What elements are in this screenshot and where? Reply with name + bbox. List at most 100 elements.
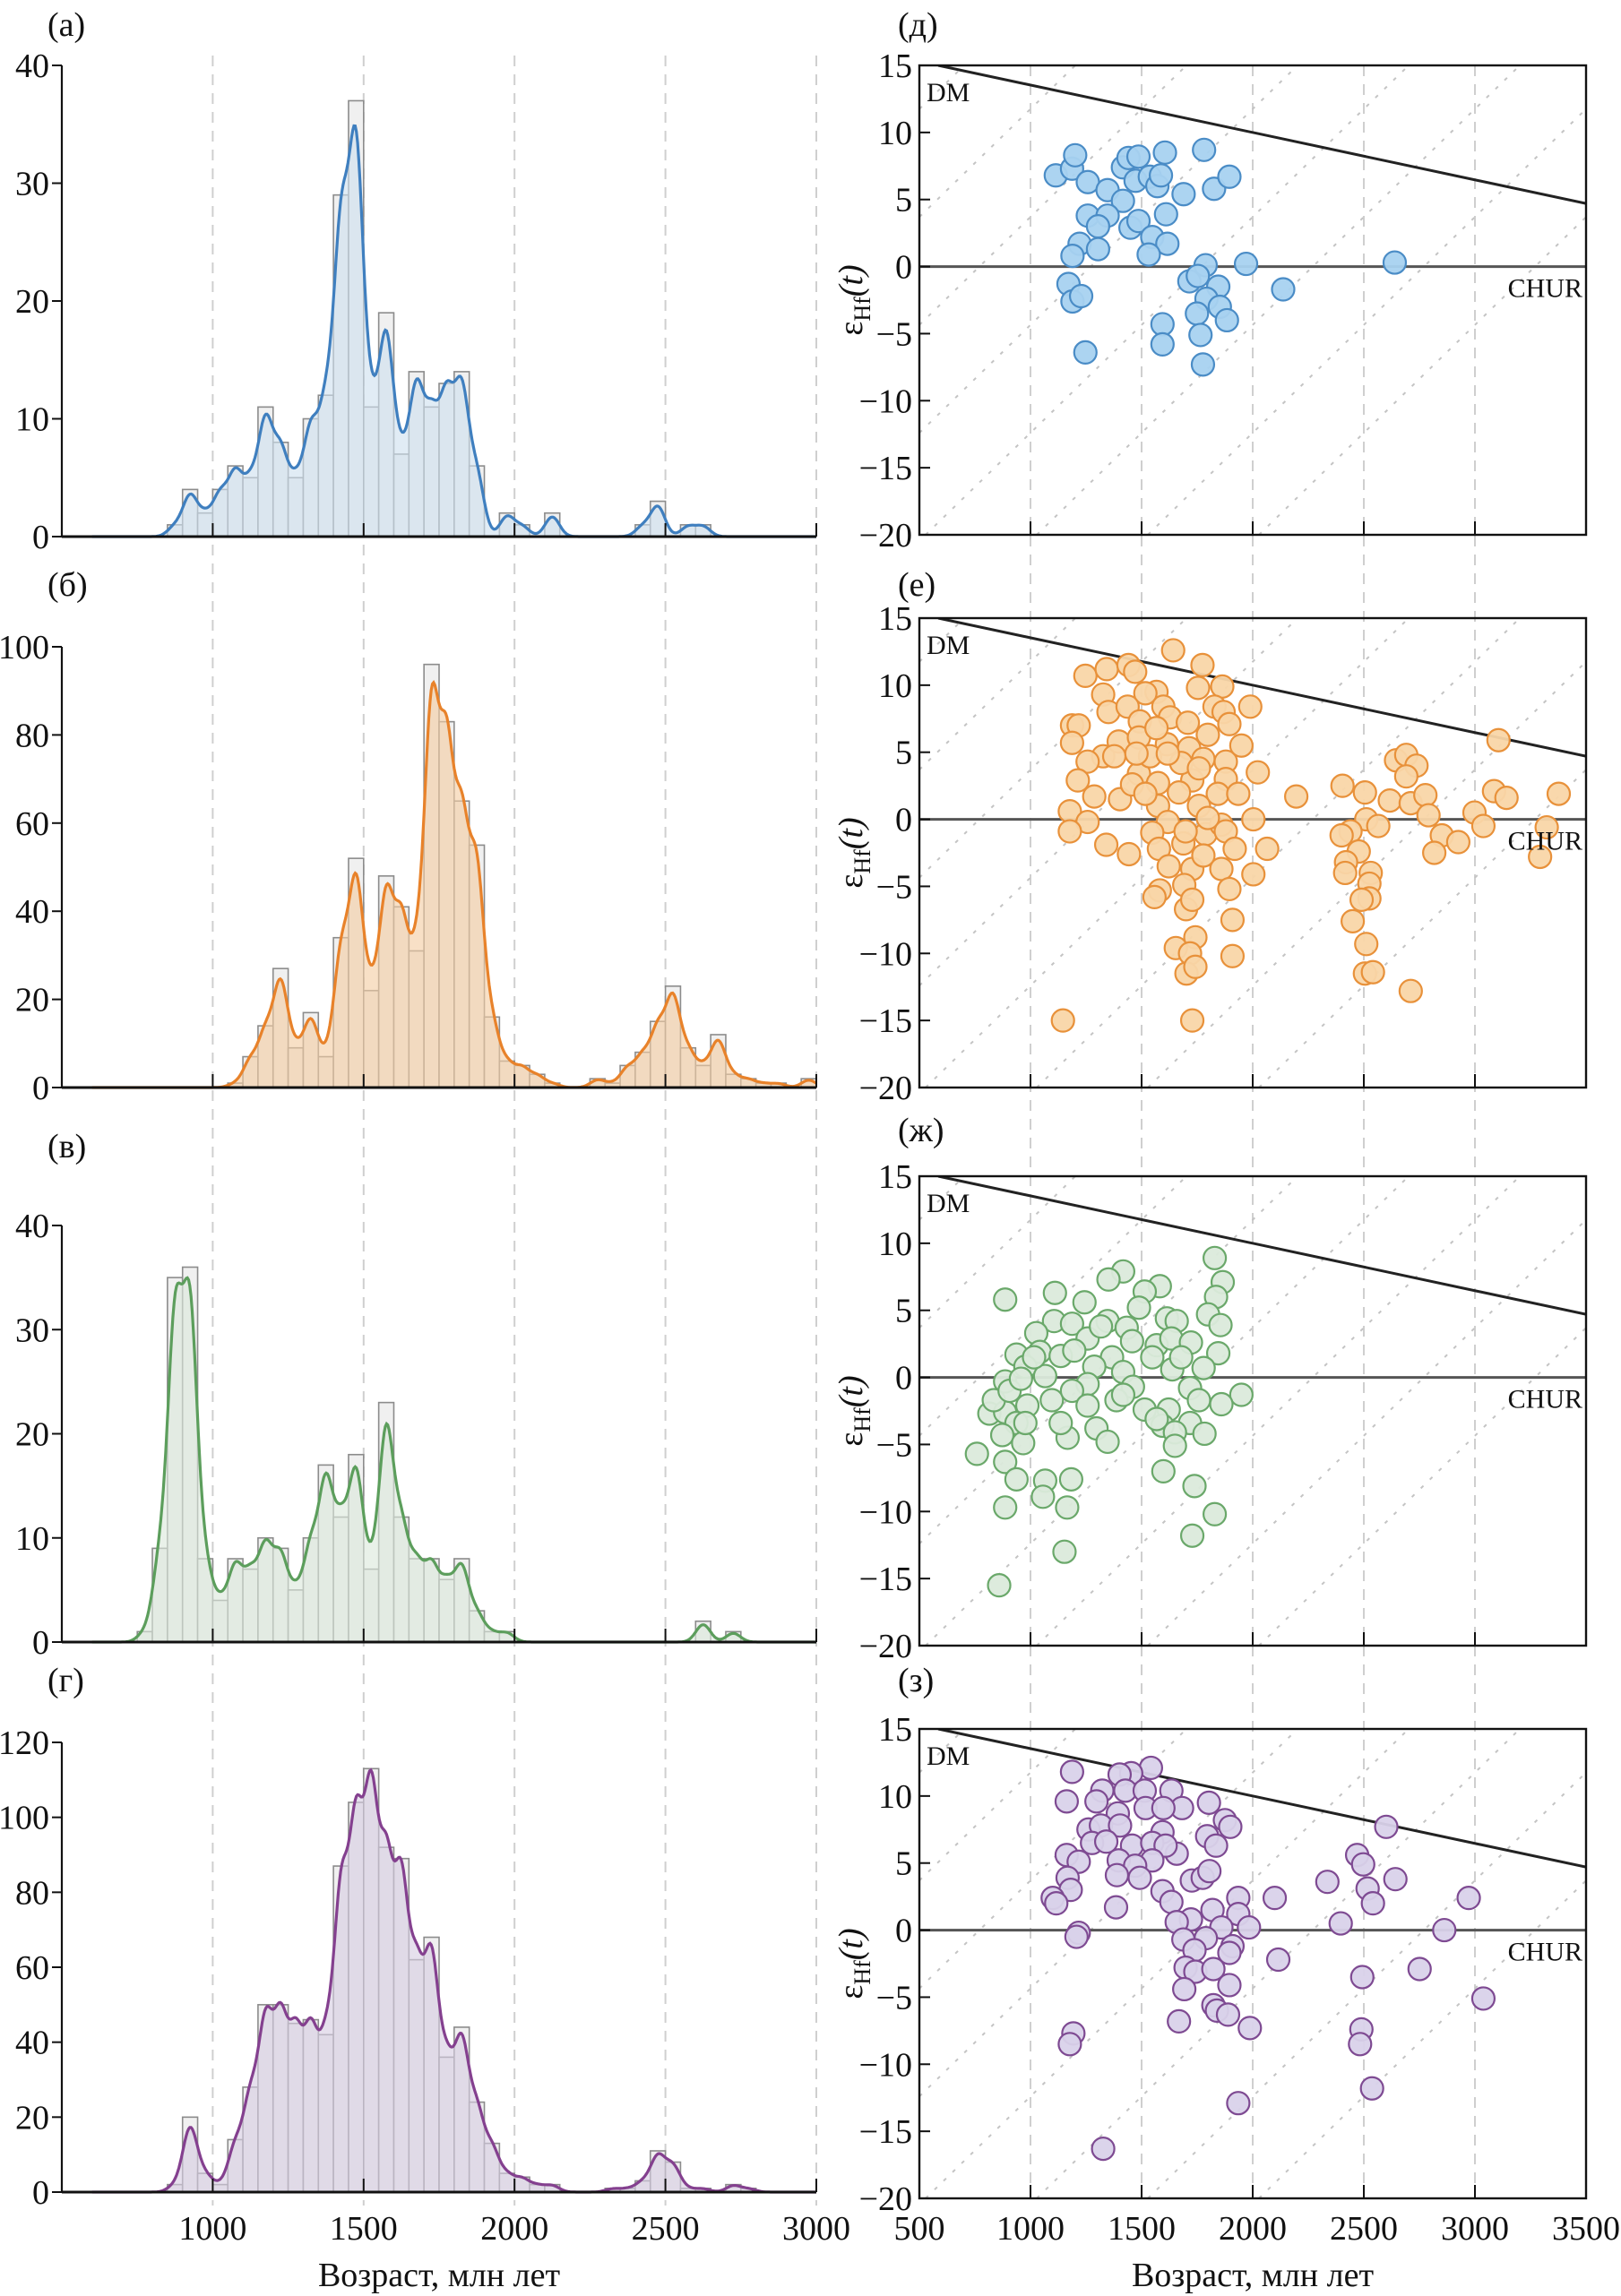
data-point: [1205, 1341, 1231, 1366]
y-tick-label: −20: [859, 1070, 912, 1107]
data-point: [1348, 2032, 1373, 2057]
data-point: [1190, 352, 1216, 377]
data-point: [1271, 277, 1296, 302]
y-tick-label: 15: [878, 1158, 912, 1196]
data-point: [1191, 1355, 1216, 1380]
scatter-panel: (з) DM CHUR 15 10 5 0 −5 −10 −15 −20 εHf(t): [832, 1662, 1588, 2218]
epsilon-symbol: ε: [832, 1432, 870, 1447]
data-point: [1104, 1862, 1130, 1888]
y-tick-label: 0: [895, 249, 912, 287]
data-point: [1528, 844, 1553, 870]
y-tick-label: −15: [859, 1002, 912, 1040]
data-point: [1103, 1895, 1129, 1920]
y-tick-label: 0: [32, 1624, 49, 1662]
data-point: [1366, 813, 1391, 838]
x-tick-label-right: 3500: [1552, 2210, 1620, 2248]
crustal-evolution-line: [1147, 1771, 1586, 2198]
y-tick-label: 10: [878, 115, 912, 152]
data-point: [1123, 659, 1148, 684]
data-point: [1192, 137, 1217, 162]
data-point: [1108, 1813, 1133, 1838]
y-tick-label: 100: [0, 1800, 49, 1837]
data-point: [1126, 1295, 1151, 1320]
data-point: [1201, 1956, 1226, 1982]
data-point: [1084, 1789, 1109, 1814]
epsilon-symbol: ε: [832, 1985, 870, 1999]
y-tick-label: 5: [895, 182, 912, 219]
data-point: [1191, 843, 1216, 868]
data-point: [1151, 1458, 1176, 1483]
data-point: [1052, 1539, 1077, 1564]
y-tick-label: −15: [859, 2113, 912, 2151]
data-point: [1168, 1345, 1194, 1370]
hf-subscript: Hf: [849, 1960, 875, 1985]
data-point: [1422, 840, 1447, 865]
data-point: [1062, 1338, 1087, 1363]
data-point: [993, 1287, 1018, 1312]
data-point: [1208, 1312, 1233, 1337]
data-point: [1432, 1917, 1457, 1943]
data-point: [1030, 1484, 1056, 1509]
data-point: [1022, 1345, 1047, 1370]
y-axis-title: εHf(t): [832, 1375, 875, 1446]
x-tick-label-left: 2500: [632, 2210, 700, 2248]
data-point: [1196, 1790, 1221, 1815]
y-tick-label: −10: [859, 383, 912, 420]
age-histograms: (а)010203040(б)020406080100(в)010203040(…: [0, 6, 817, 2212]
crustal-evolution-line: [1147, 660, 1586, 1088]
data-point: [1349, 1965, 1375, 1990]
data-point: [1315, 1870, 1340, 1895]
data-point: [1330, 773, 1355, 798]
y-tick-label: 15: [878, 47, 912, 85]
data-point: [1241, 862, 1266, 887]
data-point: [1133, 781, 1158, 806]
data-point: [1214, 307, 1239, 333]
data-point: [1470, 1986, 1496, 2011]
y-tick-label: 20: [15, 2099, 49, 2137]
data-point: [1140, 1345, 1165, 1370]
t-argument: (t): [832, 1375, 870, 1407]
data-point: [1183, 954, 1208, 979]
data-point: [1218, 1814, 1243, 1839]
data-point: [1151, 1795, 1176, 1820]
y-tick-label: 0: [32, 2174, 49, 2212]
plot-area: [919, 1729, 1586, 2198]
data-point: [1185, 301, 1210, 326]
y-tick-label: −15: [859, 450, 912, 487]
y-tick-label: 10: [878, 667, 912, 705]
data-point: [1082, 784, 1107, 809]
data-point: [1186, 1388, 1211, 1413]
data-point: [1255, 836, 1280, 862]
data-point: [1173, 819, 1198, 844]
crustal-evolution-line: [919, 65, 965, 110]
data-point: [1093, 832, 1119, 857]
epsilon-symbol: ε: [832, 322, 870, 336]
data-point: [1241, 806, 1266, 832]
x-tick-label-left: 2000: [480, 2210, 548, 2248]
y-tick-label: 30: [15, 1311, 49, 1349]
data-point: [1179, 1008, 1205, 1033]
data-point: [1127, 1865, 1152, 1890]
chur-label: CHUR: [1508, 827, 1582, 856]
density-curve: [91, 1276, 816, 1644]
dm-label: DM: [927, 78, 970, 107]
data-point: [1202, 1245, 1228, 1270]
data-point: [1042, 1280, 1067, 1305]
dm-label: DM: [927, 631, 970, 660]
hf-subscript: Hf: [849, 1407, 875, 1432]
data-point: [1470, 813, 1496, 838]
data-point: [1352, 780, 1377, 805]
y-tick-label: 30: [15, 166, 49, 203]
data-point: [1138, 1755, 1164, 1781]
y-tick-label: 20: [15, 982, 49, 1019]
dm-line: [937, 1729, 1586, 1869]
crustal-evolution-line: [1147, 1218, 1586, 1646]
data-point: [1237, 1914, 1262, 1940]
crustal-evolution-line: [1036, 1176, 1521, 1646]
data-point: [1445, 830, 1471, 855]
data-point: [1110, 1382, 1136, 1407]
epsilon-symbol: ε: [832, 874, 870, 889]
data-point: [1048, 1410, 1073, 1436]
y-tick-label: 100: [0, 629, 49, 666]
